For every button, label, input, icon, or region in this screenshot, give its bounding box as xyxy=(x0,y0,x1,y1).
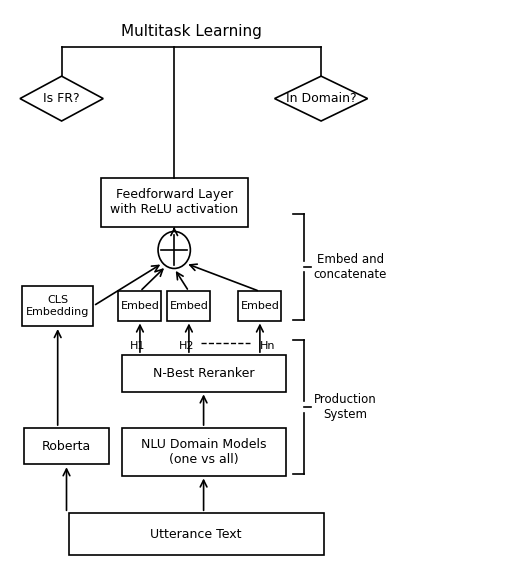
Text: Embed and
concatenate: Embed and concatenate xyxy=(313,253,386,281)
Text: In Domain?: In Domain? xyxy=(285,92,356,105)
FancyBboxPatch shape xyxy=(121,428,285,475)
Text: Feedforward Layer
with ReLU activation: Feedforward Layer with ReLU activation xyxy=(110,188,238,216)
FancyBboxPatch shape xyxy=(69,513,323,555)
Text: Production
System: Production System xyxy=(313,393,376,421)
Text: NLU Domain Models
(one vs all): NLU Domain Models (one vs all) xyxy=(140,438,266,466)
FancyBboxPatch shape xyxy=(22,286,93,326)
Polygon shape xyxy=(20,76,103,121)
FancyBboxPatch shape xyxy=(118,291,161,321)
FancyBboxPatch shape xyxy=(101,178,247,227)
FancyBboxPatch shape xyxy=(121,355,285,391)
Text: CLS
Embedding: CLS Embedding xyxy=(26,296,89,317)
Text: H1: H1 xyxy=(130,341,146,351)
Text: Embed: Embed xyxy=(240,301,279,311)
Text: Roberta: Roberta xyxy=(42,440,91,453)
FancyBboxPatch shape xyxy=(23,428,109,464)
Text: Is FR?: Is FR? xyxy=(43,92,80,105)
FancyBboxPatch shape xyxy=(167,291,210,321)
Text: Embed: Embed xyxy=(169,301,208,311)
FancyBboxPatch shape xyxy=(238,291,281,321)
Polygon shape xyxy=(274,76,367,121)
Text: Multitask Learning: Multitask Learning xyxy=(121,24,261,39)
Text: H2: H2 xyxy=(179,341,194,351)
Text: Embed: Embed xyxy=(120,301,159,311)
Text: N-Best Reranker: N-Best Reranker xyxy=(153,367,254,380)
Text: Utterance Text: Utterance Text xyxy=(150,528,242,541)
Text: Hn: Hn xyxy=(259,341,274,351)
